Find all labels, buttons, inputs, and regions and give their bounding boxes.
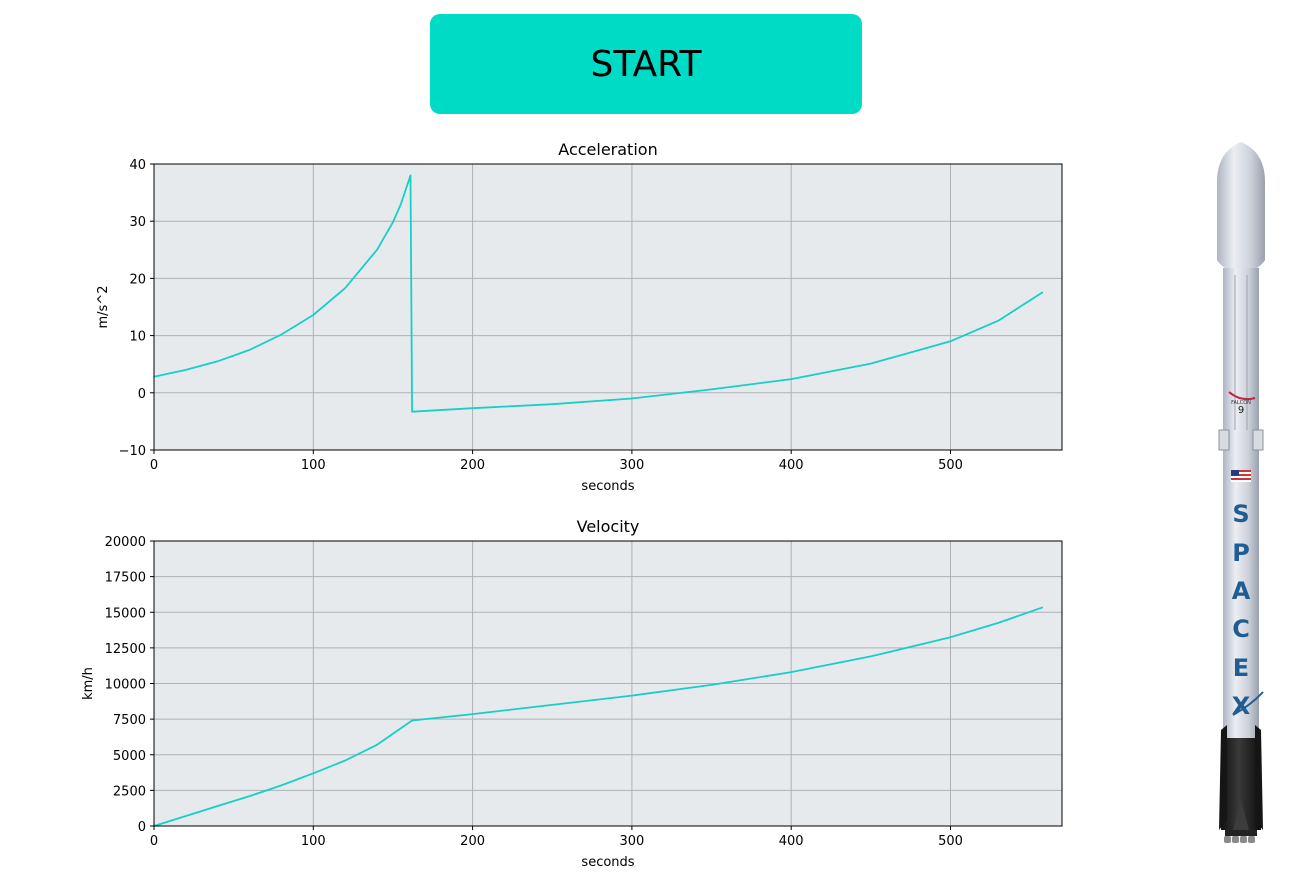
rocket-image: FALCON 9 S P A C E X [1217, 142, 1265, 843]
x-tick-label: 0 [150, 834, 158, 849]
x-tick-label: 200 [460, 458, 485, 473]
x-tick-label: 300 [619, 458, 644, 473]
x-axis-label: seconds [581, 855, 634, 870]
y-tick-label: 17500 [105, 571, 146, 586]
y-tick-label: 10000 [105, 678, 146, 693]
x-tick-label: 500 [938, 458, 963, 473]
y-axis-label: m/s^2 [96, 286, 111, 329]
y-tick-label: 20000 [105, 535, 146, 550]
chart-title: Acceleration [558, 140, 657, 159]
y-tick-label: 12500 [105, 642, 146, 657]
charts-canvas: 0 100 200 300 400 500 −10 0 10 20 30 40 Acceleration… [81, 140, 1063, 870]
y-tick-label: −10 [119, 444, 146, 459]
brand-letter: C [1232, 615, 1250, 643]
brand-letter: A [1232, 577, 1251, 605]
brand-letter: E [1233, 654, 1249, 682]
chart-title: Velocity [577, 517, 640, 536]
y-axis-label: km/h [81, 667, 96, 700]
rocket-body [1223, 268, 1259, 738]
y-tick-label: 10 [129, 330, 146, 345]
x-tick-label: 0 [150, 458, 158, 473]
x-tick-label: 100 [301, 834, 326, 849]
y-tick-label: 15000 [105, 606, 146, 621]
x-tick-label: 500 [938, 834, 963, 849]
plot-area [154, 164, 1062, 450]
chart-velocity: 0 100 200 300 400 500025005000750010000125001… [81, 517, 1063, 870]
y-tick-label: 30 [129, 215, 146, 230]
y-tick-label: 7500 [113, 713, 146, 728]
rocket-fairing [1217, 142, 1265, 272]
y-tick-label: 2500 [113, 784, 146, 799]
chart-acceleration: 0 100 200 300 400 500 −10 0 10 20 30 40 Acceleration… [96, 140, 1063, 494]
series-line [153, 606, 1044, 827]
y-tick-label: 20 [129, 272, 146, 287]
brand-letter: S [1232, 500, 1249, 528]
y-tick-label: 40 [129, 158, 146, 173]
x-tick-label: 100 [301, 458, 326, 473]
plot-frame [153, 163, 1063, 451]
x-tick-label: 400 [779, 834, 804, 849]
x-tick-label: 200 [460, 834, 485, 849]
brand-letter: P [1232, 539, 1250, 567]
rocket-logo-text: FALCON [1231, 400, 1251, 406]
x-tick-label: 300 [619, 834, 644, 849]
rocket-logo-number: 9 [1238, 405, 1244, 416]
rocket-engine-section [1221, 738, 1261, 830]
start-button[interactable]: START [430, 14, 862, 114]
y-tick-label: 5000 [113, 749, 146, 764]
spacex-logo: S P A C E X [1232, 500, 1251, 720]
x-tick-label: 400 [779, 458, 804, 473]
x-axis-label: seconds [581, 479, 634, 494]
y-tick-label: 0 [138, 387, 146, 402]
y-tick-label: 0 [138, 820, 146, 835]
